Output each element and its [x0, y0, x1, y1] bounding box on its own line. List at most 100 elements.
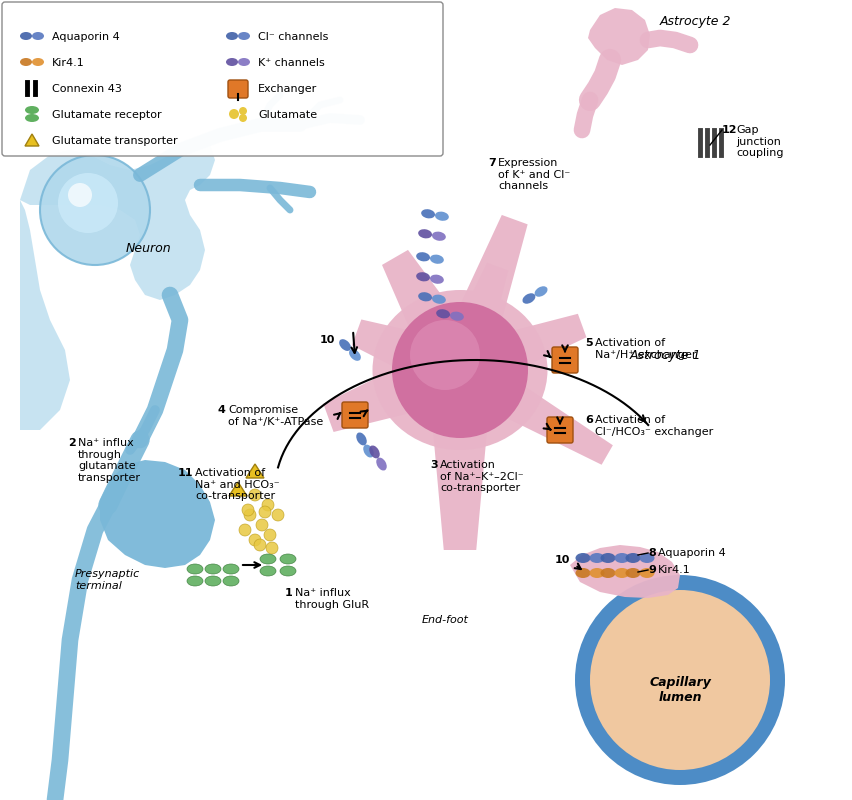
Ellipse shape [20, 58, 32, 66]
Text: Glutamate transporter: Glutamate transporter [52, 136, 177, 146]
Ellipse shape [376, 458, 386, 470]
Text: Aquaporin 4: Aquaporin 4 [657, 548, 725, 558]
Text: Aquaporin 4: Aquaporin 4 [52, 32, 119, 42]
Text: 7: 7 [487, 158, 495, 168]
Text: 1: 1 [285, 588, 292, 598]
Text: Kir4.1: Kir4.1 [52, 58, 84, 68]
Ellipse shape [613, 568, 629, 578]
Text: 10: 10 [320, 335, 335, 345]
Polygon shape [228, 482, 247, 496]
Ellipse shape [613, 553, 629, 563]
Polygon shape [451, 314, 585, 394]
Ellipse shape [639, 553, 653, 563]
Text: 6: 6 [584, 415, 592, 425]
Text: Activation
of Na⁺–K⁺–2Cl⁻
co-transporter: Activation of Na⁺–K⁺–2Cl⁻ co-transporter [440, 460, 523, 493]
Text: Compromise
of Na⁺/K⁺-ATPase: Compromise of Na⁺/K⁺-ATPase [227, 405, 323, 426]
Circle shape [259, 506, 271, 518]
Polygon shape [569, 545, 679, 598]
Text: 12: 12 [721, 125, 737, 135]
Polygon shape [448, 350, 612, 465]
Ellipse shape [369, 446, 379, 458]
Circle shape [574, 575, 784, 785]
Ellipse shape [32, 58, 44, 66]
Text: Expression
of K⁺ and Cl⁻
channels: Expression of K⁺ and Cl⁻ channels [498, 158, 570, 191]
Circle shape [266, 542, 278, 554]
Text: Na⁺ influx
through
glutamate
transporter: Na⁺ influx through glutamate transporter [78, 438, 141, 482]
Circle shape [228, 109, 239, 119]
Circle shape [590, 590, 769, 770]
Circle shape [410, 320, 480, 390]
Circle shape [239, 524, 250, 536]
Ellipse shape [575, 568, 590, 578]
Circle shape [244, 509, 256, 521]
Text: End-foot: End-foot [421, 615, 468, 625]
Polygon shape [245, 464, 263, 478]
FancyBboxPatch shape [2, 2, 442, 156]
Polygon shape [100, 460, 215, 568]
Polygon shape [427, 370, 492, 550]
Circle shape [256, 519, 268, 531]
Circle shape [40, 155, 150, 265]
Text: Exchanger: Exchanger [257, 84, 317, 94]
Text: Neuron: Neuron [125, 242, 170, 254]
FancyBboxPatch shape [551, 347, 578, 373]
Ellipse shape [339, 339, 350, 351]
Ellipse shape [625, 568, 640, 578]
Ellipse shape [20, 32, 32, 40]
FancyBboxPatch shape [546, 417, 573, 443]
Polygon shape [587, 8, 649, 65]
Text: Gap
junction
coupling: Gap junction coupling [735, 125, 783, 158]
Circle shape [242, 504, 254, 516]
Ellipse shape [238, 58, 250, 66]
Ellipse shape [639, 568, 653, 578]
Ellipse shape [625, 553, 640, 563]
Circle shape [239, 107, 247, 115]
Circle shape [262, 499, 273, 511]
Ellipse shape [589, 553, 604, 563]
Ellipse shape [204, 564, 221, 574]
Polygon shape [434, 215, 527, 379]
Polygon shape [438, 262, 508, 378]
Text: Astrocyte 1: Astrocyte 1 [630, 349, 700, 362]
Ellipse shape [435, 309, 450, 318]
Text: Glutamate: Glutamate [257, 110, 317, 120]
Text: Astrocyte 2: Astrocyte 2 [659, 15, 731, 29]
Ellipse shape [260, 554, 276, 564]
Ellipse shape [187, 576, 203, 586]
Ellipse shape [431, 232, 446, 241]
Ellipse shape [348, 349, 360, 361]
Text: Kir4.1: Kir4.1 [657, 565, 690, 575]
Ellipse shape [279, 554, 296, 564]
Ellipse shape [226, 32, 238, 40]
Text: Capillary
lumen: Capillary lumen [648, 676, 710, 704]
Polygon shape [382, 250, 486, 385]
FancyBboxPatch shape [342, 402, 367, 428]
Ellipse shape [417, 229, 431, 238]
Ellipse shape [600, 553, 615, 563]
Text: 4: 4 [218, 405, 226, 415]
Polygon shape [20, 140, 215, 300]
Ellipse shape [421, 209, 435, 218]
Ellipse shape [25, 114, 39, 122]
Ellipse shape [356, 433, 366, 446]
Ellipse shape [222, 576, 239, 586]
Circle shape [68, 183, 92, 207]
Ellipse shape [226, 58, 238, 66]
Polygon shape [352, 319, 469, 396]
Ellipse shape [279, 566, 296, 576]
Ellipse shape [435, 212, 448, 221]
Ellipse shape [238, 32, 250, 40]
Text: 5: 5 [584, 338, 592, 348]
Text: Presynaptic
terminal: Presynaptic terminal [75, 570, 140, 590]
Circle shape [263, 529, 276, 541]
Text: 9: 9 [648, 565, 655, 575]
Ellipse shape [416, 272, 429, 282]
Ellipse shape [417, 292, 431, 302]
Circle shape [239, 114, 247, 122]
Text: Activation of
Na⁺/H⁺ exchanger: Activation of Na⁺/H⁺ exchanger [595, 338, 696, 360]
Ellipse shape [429, 274, 443, 284]
Text: Na⁺ influx
through GluR: Na⁺ influx through GluR [295, 588, 369, 610]
Ellipse shape [589, 568, 604, 578]
Circle shape [58, 173, 118, 233]
Ellipse shape [575, 553, 590, 563]
